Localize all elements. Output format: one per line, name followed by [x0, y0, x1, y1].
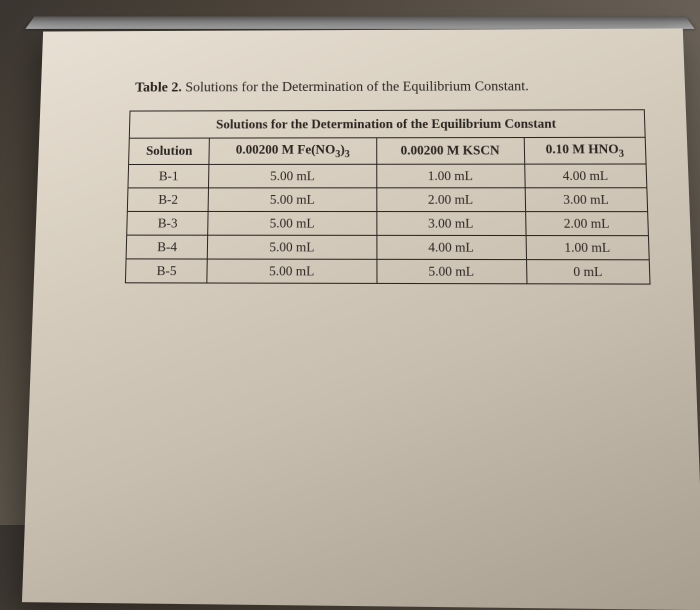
cell-kscn: 4.00 mL	[376, 235, 526, 259]
col-hno3: 0.10 M HNO3	[524, 137, 646, 163]
cell-hno3: 3.00 mL	[525, 187, 648, 211]
table-row: B-2 5.00 mL 2.00 mL 3.00 mL	[127, 187, 647, 211]
cell-hno3: 2.00 mL	[525, 211, 648, 235]
table-row: B-5 5.00 mL 5.00 mL 0 mL	[125, 258, 650, 283]
cell-fe: 5.00 mL	[208, 187, 376, 211]
table-row: B-3 5.00 mL 3.00 mL 2.00 mL	[127, 211, 649, 235]
cell-solution: B-2	[127, 187, 209, 211]
col-solution: Solution	[129, 138, 210, 164]
cell-hno3: 1.00 mL	[526, 235, 650, 259]
cell-hno3: 4.00 mL	[524, 164, 647, 188]
cell-kscn: 5.00 mL	[376, 259, 526, 283]
cell-solution: B-4	[126, 235, 208, 259]
col-feno3: 0.00200 M Fe(NO3)3	[209, 138, 376, 164]
cell-kscn: 1.00 mL	[376, 164, 524, 188]
cell-fe: 5.00 mL	[208, 211, 376, 235]
paper-stack-edge	[25, 16, 694, 29]
cell-kscn: 2.00 mL	[376, 187, 525, 211]
caption-label: Table 2.	[135, 80, 182, 95]
paper-sheet: Table 2. Solutions for the Determination…	[22, 28, 700, 610]
equilibrium-table: Solutions for the Determination of the E…	[125, 109, 651, 284]
cell-fe: 5.00 mL	[208, 235, 377, 259]
table-caption: Table 2. Solutions for the Determination…	[135, 79, 644, 97]
cell-solution: B-5	[125, 258, 207, 282]
table-header-row: Solution 0.00200 M Fe(NO3)3 0.00200 M KS…	[129, 137, 646, 164]
cell-solution: B-1	[128, 164, 209, 187]
caption-text: Solutions for the Determination of the E…	[182, 79, 529, 95]
cell-kscn: 3.00 mL	[376, 211, 525, 235]
table-title: Solutions for the Determination of the E…	[129, 110, 645, 138]
cell-hno3: 0 mL	[526, 259, 650, 283]
table-row: B-1 5.00 mL 1.00 mL 4.00 mL	[128, 164, 647, 188]
cell-fe: 5.00 mL	[209, 164, 376, 188]
col-kscn: 0.00200 M KSCN	[376, 138, 524, 164]
cell-fe: 5.00 mL	[207, 259, 376, 283]
cell-solution: B-3	[127, 211, 209, 235]
table-row: B-4 5.00 mL 4.00 mL 1.00 mL	[126, 235, 649, 260]
table-title-row: Solutions for the Determination of the E…	[129, 110, 645, 138]
